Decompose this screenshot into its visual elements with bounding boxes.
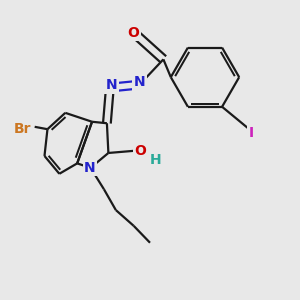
- Text: N: N: [106, 78, 117, 92]
- Text: N: N: [84, 161, 96, 175]
- Text: I: I: [248, 126, 253, 140]
- Text: Br: Br: [14, 122, 32, 136]
- Text: N: N: [134, 75, 146, 89]
- Text: H: H: [150, 152, 162, 167]
- Text: O: O: [135, 144, 146, 158]
- Text: O: O: [128, 26, 140, 40]
